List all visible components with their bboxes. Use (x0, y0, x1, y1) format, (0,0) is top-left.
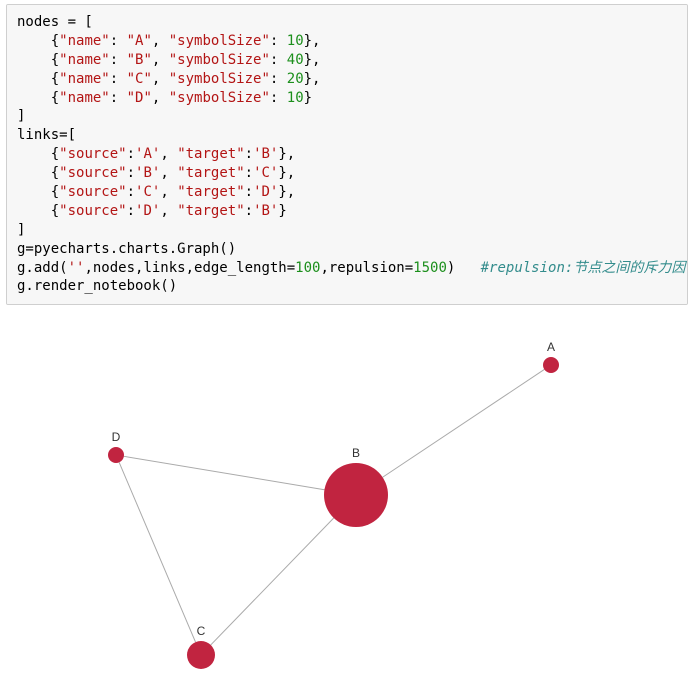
code-string: "source" (59, 165, 126, 181)
graph-label-c: C (197, 624, 206, 638)
code-string: 'B' (253, 146, 278, 162)
code-string: "name" (59, 71, 110, 87)
code-string: 'B' (135, 165, 160, 181)
graph-svg[interactable]: A B C D (6, 315, 688, 675)
code-string: "source" (59, 203, 126, 219)
code-string: "D" (127, 90, 152, 106)
code-number: 40 (287, 52, 304, 68)
graph-edge (211, 518, 334, 645)
code-string: "name" (59, 90, 110, 106)
code-string: "source" (59, 146, 126, 162)
code-string: "name" (59, 33, 110, 49)
code-string: "symbolSize" (169, 90, 270, 106)
code-string: 'C' (253, 165, 278, 181)
code-string: 'D' (253, 184, 278, 200)
code-number: 20 (287, 71, 304, 87)
code-number: 10 (287, 90, 304, 106)
graph-output: A B C D (6, 315, 688, 675)
graph-node-b[interactable] (324, 463, 388, 527)
graph-nodes[interactable] (108, 357, 559, 669)
graph-edge (383, 370, 545, 478)
code-number: 10 (287, 33, 304, 49)
code-string: "C" (127, 71, 152, 87)
graph-node-a[interactable] (543, 357, 559, 373)
graph-node-d[interactable] (108, 447, 124, 463)
code-string: "A" (127, 33, 152, 49)
graph-node-c[interactable] (187, 641, 215, 669)
code-line: nodes = [ (17, 14, 93, 30)
code-number: 1500 (413, 260, 447, 276)
code-string: "symbolSize" (169, 71, 270, 87)
code-string: 'C' (135, 184, 160, 200)
code-string: "target" (177, 146, 244, 162)
code-string: "target" (177, 165, 244, 181)
code-string: "B" (127, 52, 152, 68)
code-string: "symbolSize" (169, 33, 270, 49)
graph-label-b: B (352, 446, 360, 460)
code-string: "source" (59, 184, 126, 200)
code-string: "target" (177, 184, 244, 200)
code-string: 'D' (135, 203, 160, 219)
code-string: "symbolSize" (169, 52, 270, 68)
graph-label-d: D (112, 430, 121, 444)
graph-edge (124, 457, 325, 490)
graph-edge (119, 463, 195, 643)
code-comment: #repulsion:节点之间的斥力因子; (481, 260, 688, 276)
code-string: '' (68, 260, 85, 276)
code-number: 100 (295, 260, 320, 276)
code-cell: nodes = [ {"name": "A", "symbolSize": 10… (6, 4, 688, 305)
code-string: "target" (177, 203, 244, 219)
graph-label-a: A (547, 340, 555, 354)
code-string: "name" (59, 52, 110, 68)
code-string: 'B' (253, 203, 278, 219)
code-string: 'A' (135, 146, 160, 162)
